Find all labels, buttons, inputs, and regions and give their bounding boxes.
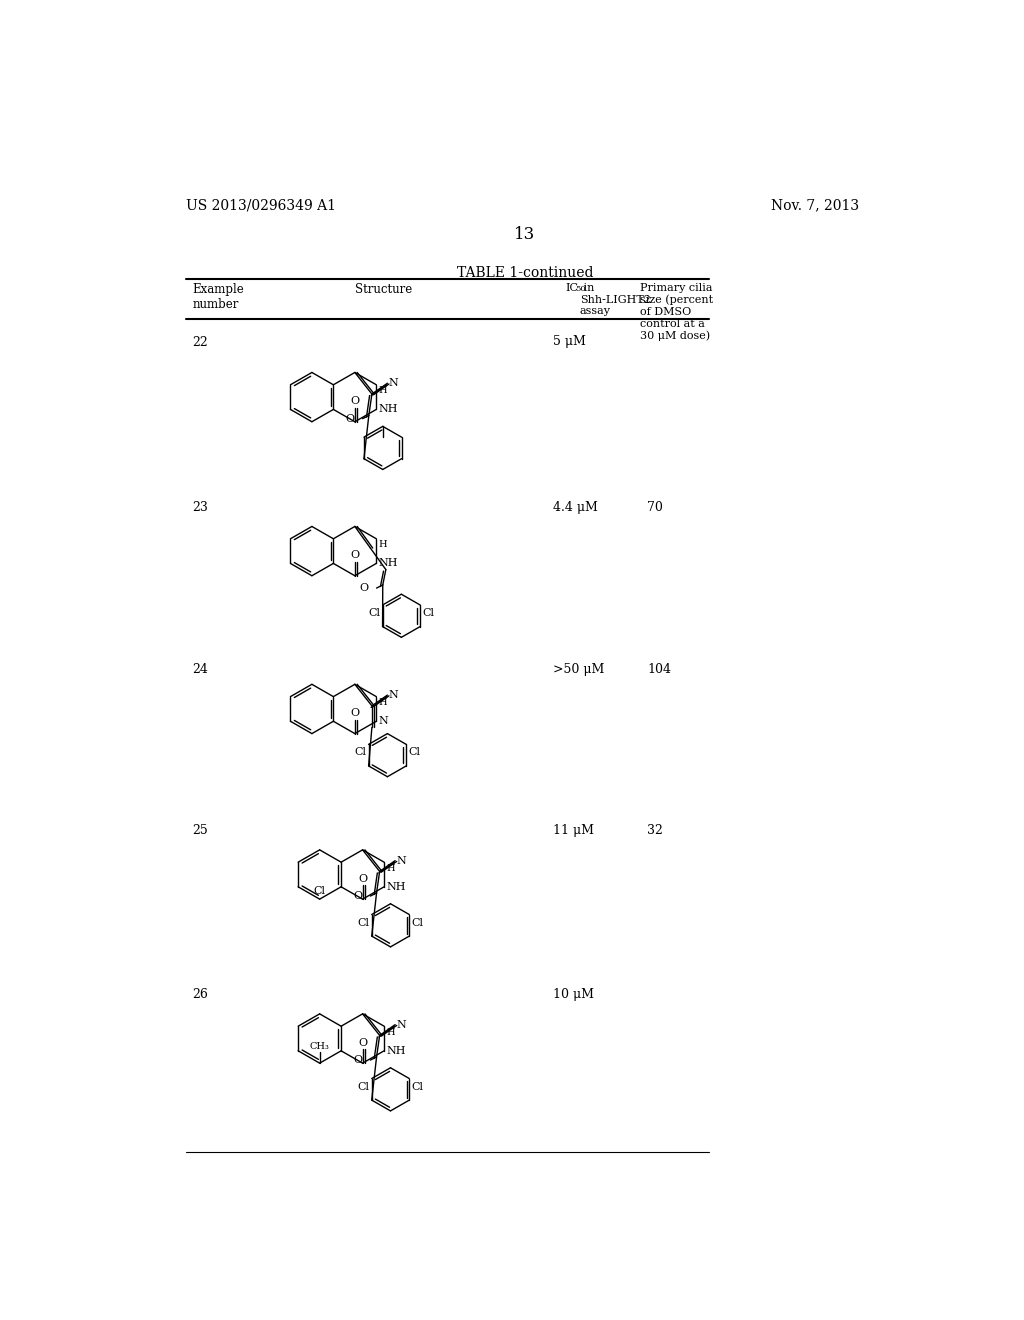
Text: 4.4 μM: 4.4 μM — [553, 502, 598, 513]
Text: H: H — [386, 1028, 395, 1036]
Text: O: O — [350, 396, 359, 407]
Text: >50 μM: >50 μM — [553, 663, 604, 676]
Text: H: H — [379, 540, 387, 549]
Text: Cl: Cl — [354, 747, 367, 758]
Text: Structure: Structure — [355, 284, 413, 296]
Text: US 2013/0296349 A1: US 2013/0296349 A1 — [186, 198, 336, 213]
Text: Example
number: Example number — [193, 284, 244, 312]
Text: Primary cilia
size (percent
of DMSO
control at a
30 μM dose): Primary cilia size (percent of DMSO cont… — [640, 284, 713, 341]
Text: O: O — [350, 550, 359, 560]
Text: 13: 13 — [514, 226, 536, 243]
Text: Cl: Cl — [423, 609, 434, 618]
Text: Cl: Cl — [357, 917, 370, 928]
Text: in
Shh-LIGHT2
assay: in Shh-LIGHT2 assay — [580, 284, 650, 317]
Text: 32: 32 — [647, 825, 664, 837]
Text: N: N — [389, 379, 398, 388]
Text: 26: 26 — [193, 989, 208, 1002]
Text: 25: 25 — [193, 825, 208, 837]
Text: N: N — [379, 717, 388, 726]
Text: 70: 70 — [647, 502, 664, 513]
Text: O: O — [346, 413, 355, 424]
Text: 24: 24 — [193, 663, 208, 676]
Text: H: H — [386, 863, 395, 873]
Text: 22: 22 — [193, 335, 208, 348]
Text: Cl: Cl — [412, 1081, 424, 1092]
Text: O: O — [353, 1055, 362, 1065]
Text: 50: 50 — [575, 285, 586, 293]
Text: Cl: Cl — [412, 917, 424, 928]
Text: O: O — [358, 1038, 368, 1048]
Text: 104: 104 — [647, 663, 672, 676]
Text: O: O — [359, 583, 369, 593]
Text: IC: IC — [566, 284, 579, 293]
Text: N: N — [396, 855, 407, 866]
Text: Nov. 7, 2013: Nov. 7, 2013 — [771, 198, 859, 213]
Text: NH: NH — [379, 404, 398, 414]
Text: NH: NH — [386, 882, 406, 892]
Text: O: O — [358, 874, 368, 884]
Text: Cl: Cl — [313, 886, 326, 896]
Text: NH: NH — [379, 558, 398, 569]
Text: N: N — [396, 1019, 407, 1030]
Text: Cl: Cl — [369, 609, 380, 618]
Text: O: O — [353, 891, 362, 902]
Text: 5 μM: 5 μM — [553, 335, 586, 348]
Text: CH₃: CH₃ — [309, 1041, 330, 1051]
Text: H: H — [379, 387, 387, 395]
Text: 11 μM: 11 μM — [553, 825, 594, 837]
Text: Cl: Cl — [357, 1081, 370, 1092]
Text: Cl: Cl — [409, 747, 421, 758]
Text: H: H — [379, 698, 387, 708]
Text: N: N — [389, 690, 398, 700]
Text: NH: NH — [386, 1045, 406, 1056]
Text: O: O — [350, 709, 359, 718]
Text: TABLE 1-continued: TABLE 1-continued — [457, 267, 593, 280]
Text: 23: 23 — [193, 502, 208, 513]
Text: 10 μM: 10 μM — [553, 989, 594, 1002]
